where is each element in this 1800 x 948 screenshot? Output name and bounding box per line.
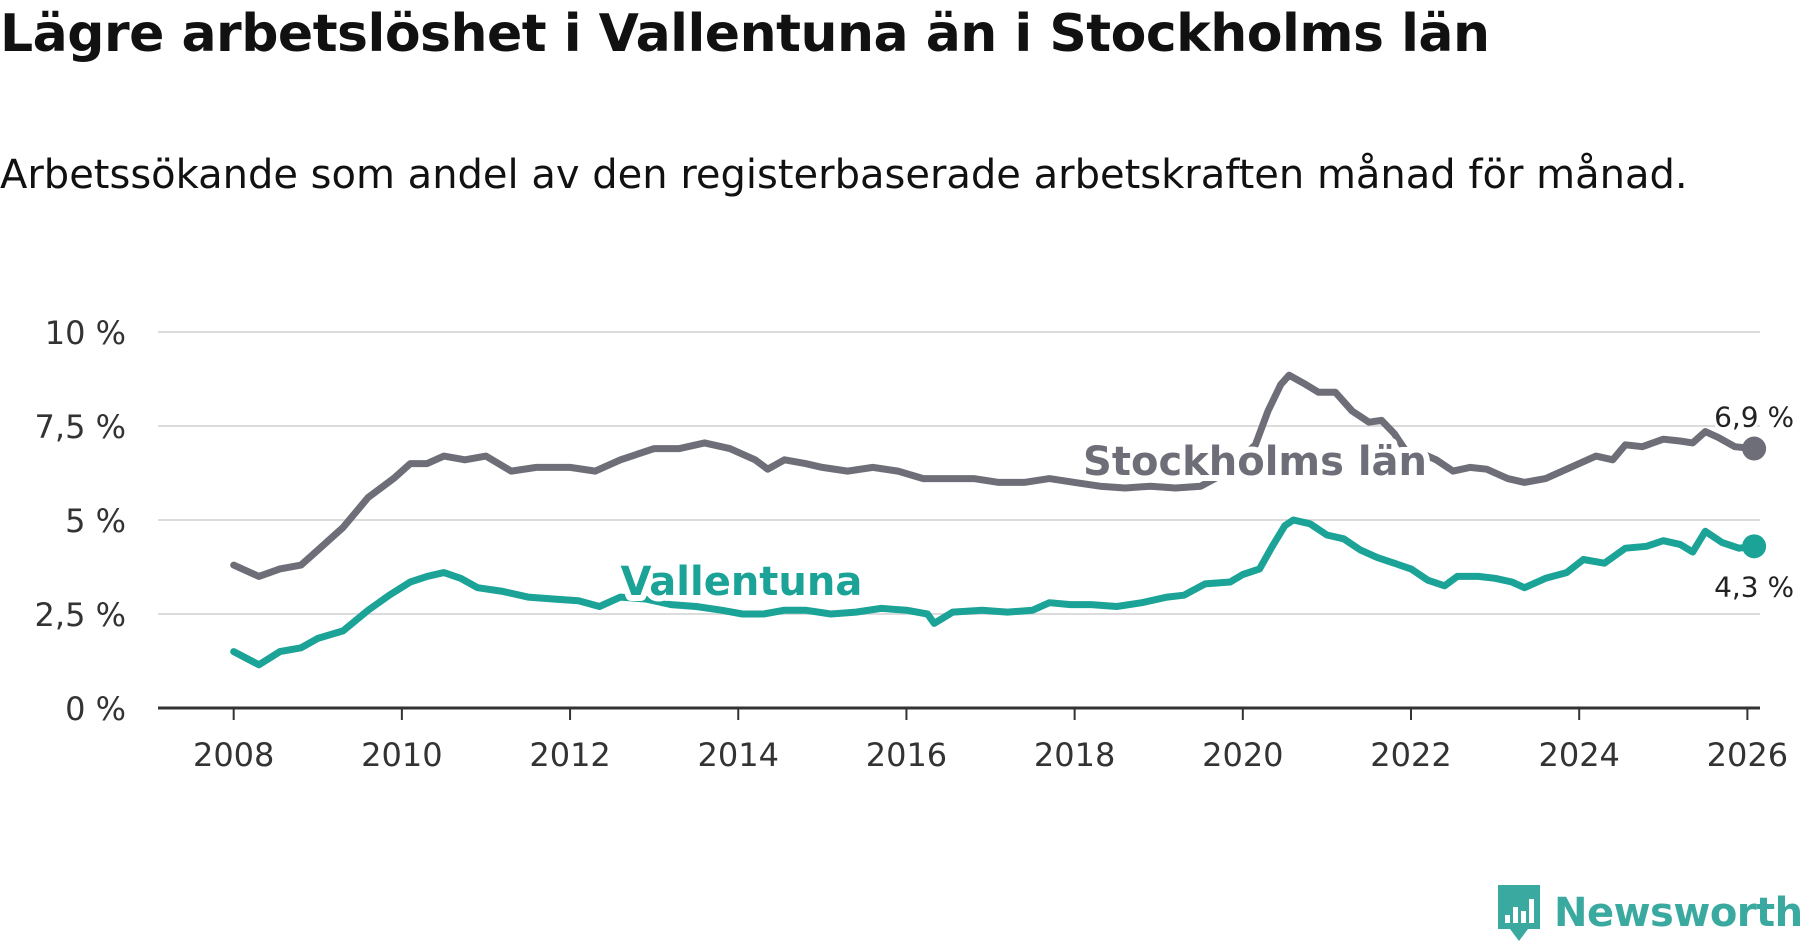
- x-tick-label: 2026: [1707, 736, 1788, 774]
- series-end-point-vallentuna: [1742, 534, 1767, 559]
- x-axis-ticks: 2008 2010 2012 2014 2016 2018 2020 2022 2024 2026: [193, 708, 1788, 774]
- newsworthy-logo-icon: [1498, 885, 1540, 941]
- series-line-stockholms-l-n: [230, 371, 1758, 580]
- x-tick-label: 2012: [529, 736, 610, 774]
- series-name-label-stockholms-l-n: Stockholms län: [1083, 439, 1427, 485]
- brand-name: Newsworthy: [1554, 890, 1800, 936]
- y-tick-label: 5 %: [65, 502, 126, 540]
- y-tick-label: 10 %: [45, 314, 126, 352]
- series-labels: 6,9 % Stockholms län 4,3 % Vallentuna: [615, 398, 1798, 612]
- series-name-label-vallentuna: Vallentuna: [621, 559, 863, 605]
- y-tick-label: 0 %: [65, 690, 126, 728]
- series-group: [230, 371, 1767, 669]
- y-axis-ticks: 0 % 2,5 % 5 % 7,5 % 10 %: [35, 314, 126, 728]
- x-tick-label: 2016: [866, 736, 947, 774]
- x-tick-label: 2020: [1202, 736, 1283, 774]
- end-value-label-vallentuna: 4,3 %: [1714, 570, 1794, 603]
- x-tick-label: 2024: [1538, 736, 1619, 774]
- series-end-point-stockholms-l-n: [1742, 436, 1767, 461]
- chart-subtitle: Arbetssökande som andel av den registerb…: [0, 152, 1688, 198]
- x-tick-label: 2010: [361, 736, 442, 774]
- end-value-label-stockholms-l-n: 6,9 %: [1714, 401, 1794, 434]
- series-line-vallentuna: [230, 516, 1758, 669]
- x-tick-label: 2018: [1034, 736, 1115, 774]
- y-tick-label: 2,5 %: [35, 596, 126, 634]
- x-tick-label: 2014: [698, 736, 779, 774]
- chart-title: Lägre arbetslöshet i Vallentuna än i Sto…: [0, 4, 1490, 64]
- x-tick-label: 2008: [193, 736, 274, 774]
- y-tick-label: 7,5 %: [35, 408, 126, 446]
- x-tick-label: 2022: [1370, 736, 1451, 774]
- newsworthy-logo[interactable]: Newsworthy: [1494, 883, 1800, 943]
